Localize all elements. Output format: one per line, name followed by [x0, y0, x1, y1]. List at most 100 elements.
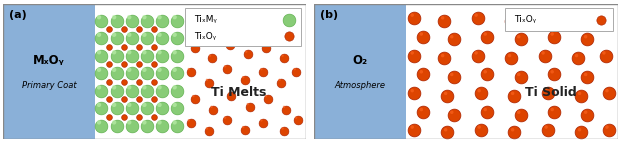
Point	[238, 126, 248, 128]
Point	[284, 35, 294, 37]
Point	[407, 89, 417, 92]
Point	[538, 14, 548, 16]
Point	[270, 33, 280, 35]
Point	[409, 54, 419, 57]
Point	[573, 57, 583, 59]
Point	[112, 37, 122, 39]
Point	[157, 107, 167, 109]
Point	[214, 14, 224, 16]
Point	[172, 72, 182, 74]
Point	[480, 33, 490, 35]
Point	[446, 36, 456, 38]
Point	[142, 89, 152, 92]
Point	[204, 81, 214, 84]
Point	[293, 119, 303, 122]
Point	[127, 89, 137, 92]
Point	[109, 51, 119, 53]
Point	[94, 104, 104, 106]
Point	[268, 30, 278, 32]
Point	[576, 131, 586, 134]
Point	[571, 17, 581, 19]
Point	[155, 69, 165, 71]
Point	[109, 104, 119, 106]
Point	[505, 54, 515, 57]
Point	[245, 106, 255, 108]
Point	[409, 92, 419, 95]
Point	[279, 57, 289, 59]
Point	[443, 95, 453, 97]
Point	[581, 73, 591, 76]
Point	[240, 79, 250, 81]
Point	[142, 107, 152, 109]
Point	[448, 114, 458, 116]
Point	[96, 72, 106, 74]
Point	[127, 54, 137, 57]
Point	[514, 73, 524, 76]
Point	[407, 52, 417, 54]
Point	[416, 33, 426, 35]
Point	[599, 14, 609, 16]
Point	[482, 111, 492, 113]
Point	[507, 129, 517, 131]
Point	[223, 41, 233, 43]
Point	[96, 125, 106, 127]
Point	[127, 72, 137, 74]
Point	[172, 54, 182, 57]
Point	[109, 69, 119, 71]
Point	[549, 36, 559, 38]
Point	[407, 14, 417, 16]
Point	[96, 19, 106, 22]
Point	[134, 46, 144, 48]
Point	[243, 53, 253, 55]
Point	[112, 107, 122, 109]
Point	[149, 28, 159, 30]
Text: Primary Coat: Primary Coat	[22, 81, 76, 90]
Point	[139, 33, 149, 36]
Point	[289, 19, 299, 22]
Point	[571, 54, 581, 57]
Point	[289, 68, 299, 70]
Point	[170, 121, 179, 124]
Point	[596, 19, 606, 21]
Point	[261, 46, 271, 49]
Text: TiₓMᵧ: TiₓMᵧ	[194, 15, 217, 24]
Point	[582, 114, 592, 116]
Point	[279, 106, 289, 108]
Point	[274, 79, 284, 81]
Point	[291, 71, 301, 73]
Point	[574, 129, 584, 131]
Point	[576, 95, 586, 97]
Point	[440, 19, 450, 22]
Point	[142, 54, 152, 57]
Point	[119, 81, 129, 83]
Point	[543, 92, 553, 95]
Point	[574, 92, 584, 95]
Point	[216, 17, 226, 19]
Point	[541, 126, 551, 128]
Point	[514, 36, 524, 38]
Point	[127, 37, 137, 39]
Point	[538, 52, 548, 54]
Text: Ti Solid: Ti Solid	[525, 86, 577, 98]
Point	[170, 51, 179, 53]
Text: (b): (b)	[320, 10, 338, 20]
Point	[507, 57, 517, 59]
Bar	[3, 4, 96, 139]
Point	[507, 19, 517, 22]
Point	[104, 28, 114, 30]
Point	[601, 17, 610, 19]
Point	[109, 86, 119, 88]
Point	[149, 116, 159, 118]
Point	[204, 130, 214, 132]
Point	[124, 69, 134, 71]
Point	[139, 86, 149, 88]
Point	[473, 17, 483, 19]
Point	[142, 19, 152, 22]
Point	[157, 54, 167, 57]
Point	[448, 76, 458, 78]
Point	[476, 129, 486, 131]
Point	[142, 72, 152, 74]
Point	[170, 69, 179, 71]
Point	[220, 116, 230, 119]
Point	[507, 92, 517, 95]
